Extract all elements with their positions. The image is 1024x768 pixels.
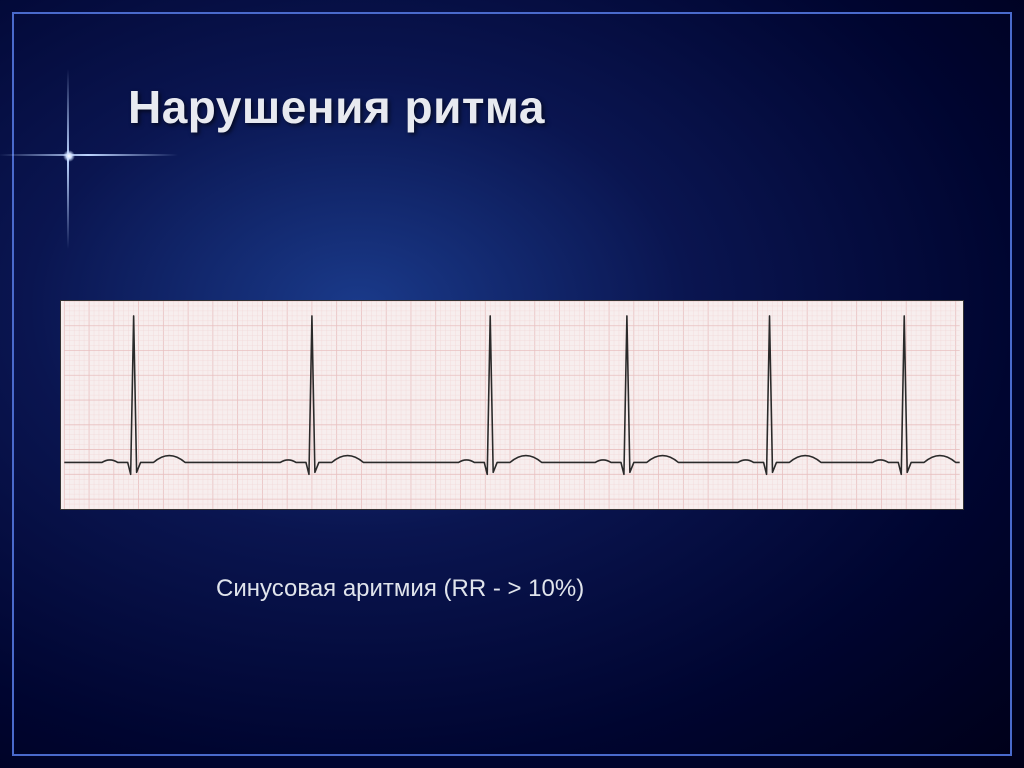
ecg-strip [60,300,964,510]
lens-flare-icon [68,155,69,156]
slide-title: Нарушения ритма [128,80,545,134]
lens-flare-core-icon [63,150,75,162]
slide-caption: Синусовая аритмия (RR - > 10%) [216,575,584,603]
ecg-waveform [61,301,963,509]
